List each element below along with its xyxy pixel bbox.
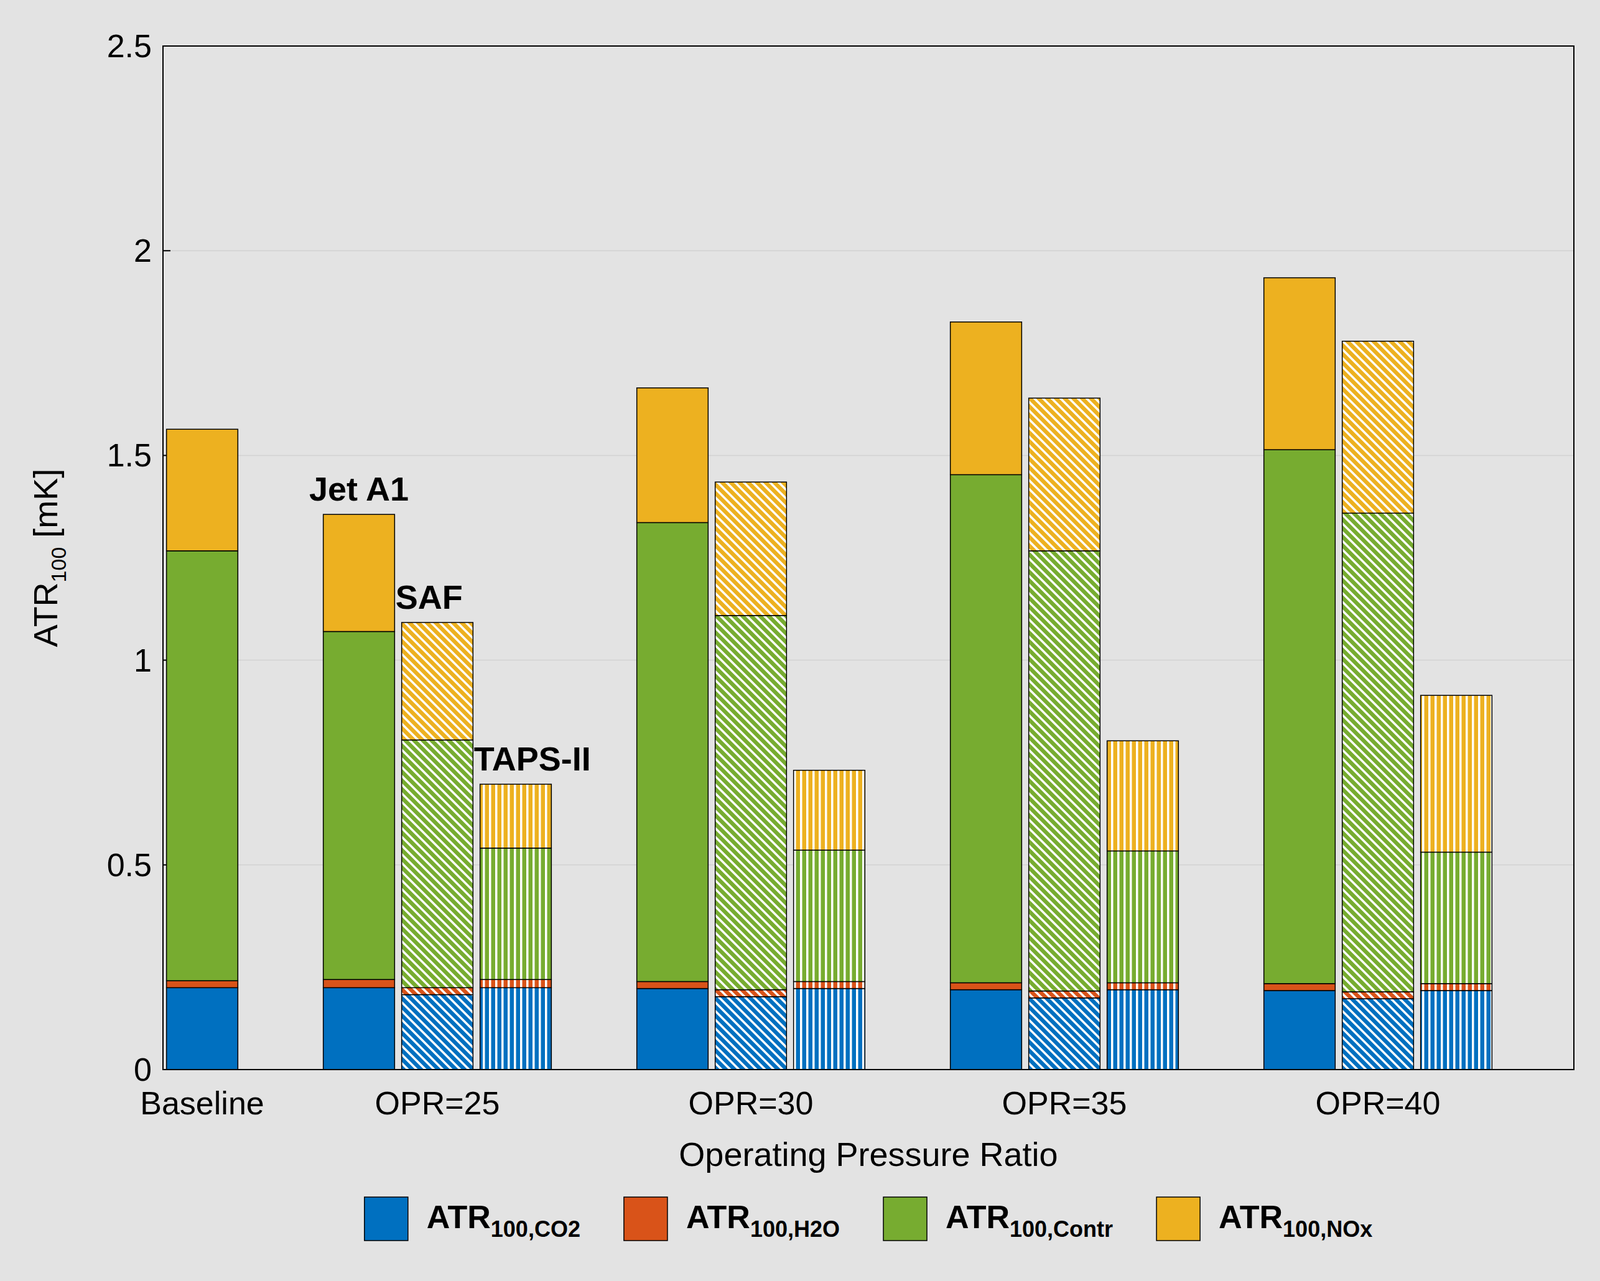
bar-segment	[323, 514, 396, 632]
bar-segment	[1107, 990, 1179, 1070]
bar-segment	[637, 388, 709, 524]
legend-label: ATR100,NOx	[1218, 1199, 1373, 1243]
legend-swatch	[623, 1197, 668, 1242]
bar-segment	[480, 848, 552, 980]
bar-segment	[950, 474, 1023, 983]
bar-segment	[166, 987, 239, 1070]
legend-label: ATR100,Contr	[945, 1199, 1113, 1243]
legend-item: ATR100,NOx	[1156, 1197, 1373, 1243]
x-tick-label: OPR=40	[1315, 1085, 1441, 1122]
bar-segment	[1107, 851, 1179, 983]
bar-segment	[793, 989, 866, 1070]
x-tick-label: OPR=35	[1002, 1085, 1128, 1122]
bar-segment	[166, 981, 239, 988]
x-tick-label: OPR=30	[688, 1085, 814, 1122]
grid-line	[162, 250, 1574, 252]
legend-swatch	[883, 1197, 927, 1242]
bar-segment	[793, 981, 866, 989]
bars	[166, 278, 1493, 1070]
bar-segment	[1264, 278, 1336, 451]
bar-segment	[401, 740, 474, 988]
bar-segment	[1028, 398, 1101, 552]
bar-segment	[715, 615, 787, 991]
bar-segment	[715, 482, 787, 616]
bar-segment	[715, 990, 787, 998]
bar-segment	[637, 522, 709, 982]
legend-swatch	[1156, 1197, 1200, 1242]
bar-segment	[1342, 341, 1414, 514]
bar-segment	[1028, 991, 1101, 999]
bar-segment	[1420, 695, 1493, 853]
y-tick-label: 2	[133, 232, 152, 269]
y-tick	[162, 250, 171, 252]
bar-segment	[1420, 984, 1493, 991]
bar-segment	[1028, 551, 1101, 992]
legend-item: ATR100,CO2	[364, 1197, 581, 1243]
bar-segment	[1264, 984, 1336, 991]
legend-swatch	[364, 1197, 409, 1242]
x-axis-title: Operating Pressure Ratio	[678, 1135, 1058, 1174]
bar-segment	[1107, 740, 1179, 852]
x-tick-label: Baseline	[139, 1085, 264, 1122]
bar-segment	[1420, 852, 1493, 984]
bar-segment	[166, 551, 239, 982]
bar-segment	[480, 987, 552, 1070]
chart: 0 0.5 1 1.5 2 2.5 Baseline OPR=25 OPR=30 OPR=35 OP…	[0, 0, 1600, 1281]
bar-segment	[401, 987, 474, 995]
bar-segment	[1028, 998, 1101, 1070]
bar-segment	[1264, 449, 1336, 985]
bar-segment	[323, 632, 396, 981]
bar-annotation: SAF	[395, 578, 463, 616]
y-tick-label: 2.5	[106, 27, 152, 65]
legend: ATR100,CO2 ATR100,H2O ATR100,Contr ATR100,N…	[364, 1197, 1373, 1243]
y-tick-label: 0	[133, 1051, 152, 1089]
x-tick-label: OPR=25	[375, 1085, 501, 1122]
legend-item: ATR100,Contr	[883, 1197, 1113, 1243]
bar-annotation: TAPS-II	[474, 740, 591, 778]
bar-segment	[1342, 999, 1414, 1070]
y-axis-title: ATR100 [mK]	[26, 469, 71, 648]
bar-segment	[401, 995, 474, 1070]
bar-segment	[950, 322, 1023, 476]
bar-segment	[323, 987, 396, 1070]
legend-label: ATR100,CO2	[426, 1199, 581, 1243]
bar-segment	[480, 979, 552, 988]
bar-segment	[166, 429, 239, 552]
bar-annotation: Jet A1	[309, 470, 409, 508]
y-tick-label: 1.5	[106, 437, 152, 474]
bar-segment	[950, 982, 1023, 990]
legend-item: ATR100,H2O	[623, 1197, 840, 1243]
bar-segment	[793, 850, 866, 982]
plot-frame	[162, 46, 1574, 1070]
bar-segment	[637, 989, 709, 1070]
bar-segment	[1342, 513, 1414, 993]
bar-segment	[793, 770, 866, 851]
bar-segment	[1420, 990, 1493, 1070]
bar-segment	[323, 979, 396, 988]
y-tick-label: 0.5	[106, 847, 152, 884]
bar-segment	[950, 990, 1023, 1070]
bar-segment	[715, 997, 787, 1070]
bar-segment	[1342, 992, 1414, 1000]
bar-segment	[401, 622, 474, 741]
legend-label: ATR100,H2O	[686, 1199, 840, 1243]
bar-segment	[1264, 990, 1336, 1070]
y-tick-label: 1	[133, 642, 152, 679]
bar-segment	[637, 981, 709, 989]
bar-segment	[480, 784, 552, 849]
bar-segment	[1107, 982, 1179, 990]
